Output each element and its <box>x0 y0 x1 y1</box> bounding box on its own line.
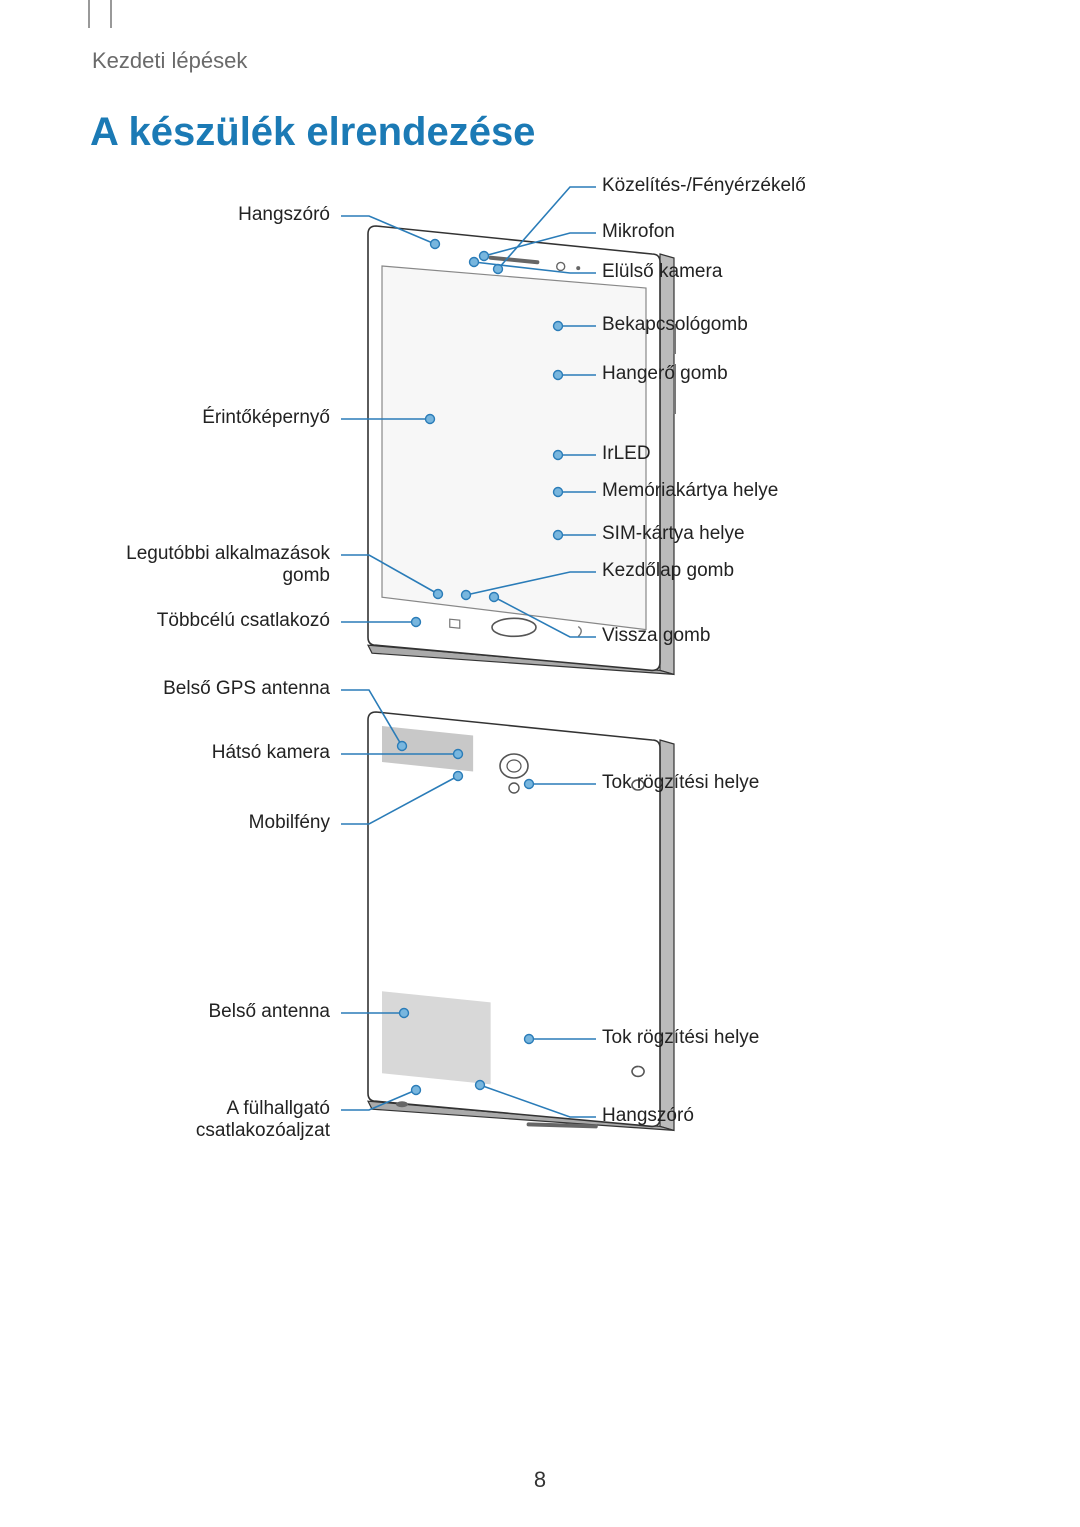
callout-label: Tok rögzítési helye <box>602 772 759 794</box>
callout-label: Hangerő gomb <box>602 363 728 385</box>
callout-label: SIM-kártya helye <box>602 523 745 545</box>
callout-label: Memóriakártya helye <box>602 480 778 502</box>
callout-label: A fülhallgatócsatlakozóaljzat <box>105 1098 330 1142</box>
callout-label: Kezdőlap gomb <box>602 560 734 582</box>
callout-label: Hátsó kamera <box>105 742 330 764</box>
callout-label: Tok rögzítési helye <box>602 1027 759 1049</box>
callout-label: Legutóbbi alkalmazásokgomb <box>105 543 330 587</box>
callout-label: Hangszóró <box>105 204 330 226</box>
callout-label: Elülső kamera <box>602 261 722 283</box>
callout-label: Hangszóró <box>602 1105 694 1127</box>
callout-label: Többcélú csatlakozó <box>105 610 330 632</box>
tab-mark <box>88 0 112 28</box>
callout-label: Közelítés-/Fényérzékelő <box>602 175 806 197</box>
device-layout-diagram: Hangszóró Érintőképernyő Legutóbbi alkalma… <box>90 170 990 1170</box>
page-title: A készülék elrendezése <box>90 110 535 155</box>
callout-label: Belső GPS antenna <box>105 678 330 700</box>
callout-label: Vissza gomb <box>602 625 710 647</box>
callout-label: Mobilfény <box>105 812 330 834</box>
callout-label: Érintőképernyő <box>105 407 330 429</box>
callout-label: Bekapcsológomb <box>602 314 748 336</box>
callout-label: Belső antenna <box>105 1001 330 1023</box>
callout-label: Mikrofon <box>602 221 675 243</box>
page-number: 8 <box>0 1467 1080 1493</box>
callout-label: IrLED <box>602 443 651 465</box>
breadcrumb: Kezdeti lépések <box>92 48 247 74</box>
